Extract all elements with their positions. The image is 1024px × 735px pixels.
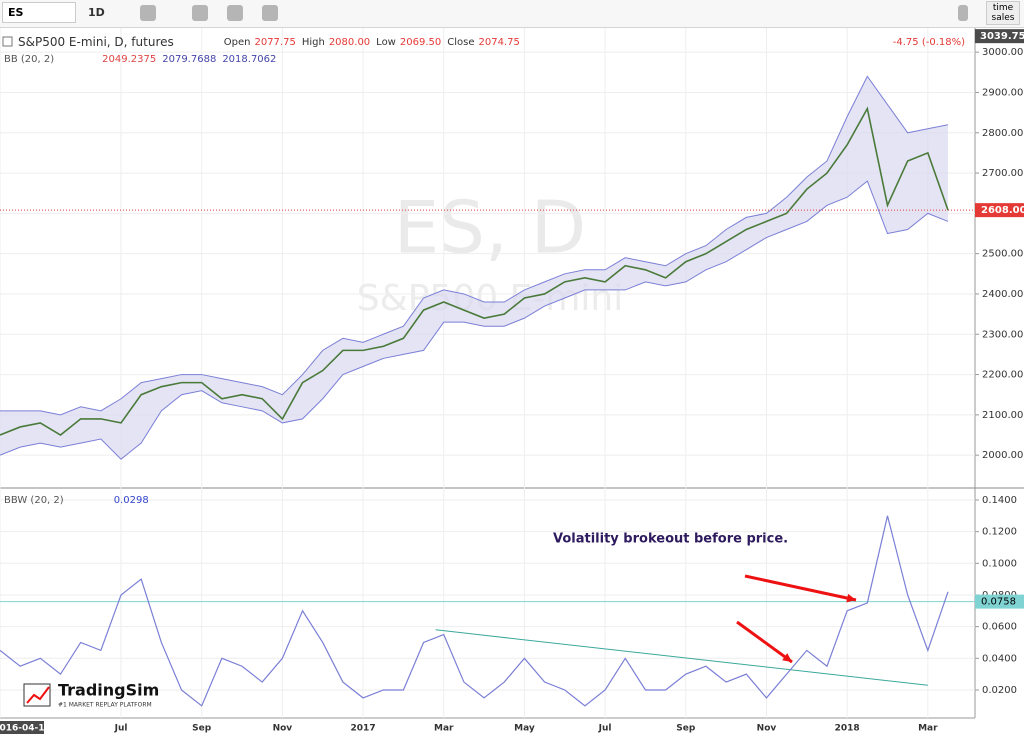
x-tick-label: 2018 bbox=[835, 724, 860, 734]
band-line bbox=[0, 180, 949, 460]
y-tick-label: 2500.00 bbox=[982, 249, 1023, 260]
y-tick-label: 0.0600 bbox=[982, 622, 1017, 633]
y-tick-label: 2300.00 bbox=[982, 329, 1023, 340]
legend-text: BBW (20, 2) bbox=[4, 495, 64, 506]
bbw-line bbox=[0, 515, 949, 707]
y-tick-label: 0.1400 bbox=[982, 495, 1017, 506]
x-tick-label: Sep bbox=[192, 724, 212, 734]
settings-icon[interactable] bbox=[192, 5, 208, 21]
x-tick-label: Mar bbox=[434, 724, 454, 734]
x-tick-label: 2017 bbox=[351, 724, 376, 734]
y-tick-label: 2800.00 bbox=[982, 128, 1023, 139]
x-tick-label: 2016-04-15 bbox=[0, 724, 51, 734]
x-tick-label: Sep bbox=[676, 724, 696, 734]
watermark: ES, D bbox=[394, 186, 586, 270]
y-tick-label: 3000.00 bbox=[982, 47, 1023, 58]
legend-text: Low bbox=[376, 37, 396, 48]
legend-text: High bbox=[302, 37, 325, 48]
x-tick-label: Jul bbox=[114, 724, 128, 734]
y-tick-label: 2400.00 bbox=[982, 289, 1023, 300]
logo-tagline: #1 MARKET REPLAY PLATFORM bbox=[58, 702, 152, 709]
legend-text: BB (20, 2) bbox=[4, 54, 54, 65]
legend-text: 2018.7062 bbox=[222, 54, 276, 65]
date-box bbox=[0, 721, 44, 734]
band-fill bbox=[0, 76, 948, 460]
indicators-icon[interactable] bbox=[227, 5, 243, 21]
interval-button[interactable]: 1D bbox=[88, 6, 105, 19]
y-tick-label: 0.1200 bbox=[982, 527, 1017, 538]
y-tick-label: 2700.00 bbox=[982, 168, 1023, 179]
last-price-label: 2608.00 bbox=[981, 205, 1024, 216]
band-line bbox=[0, 75, 949, 416]
level-label: 0.0758 bbox=[981, 597, 1016, 608]
x-tick-label: Nov bbox=[757, 724, 777, 734]
logo-name: TradingSim bbox=[58, 681, 159, 700]
time-sales-button[interactable]: time sales bbox=[986, 1, 1020, 25]
compare-icon[interactable] bbox=[262, 5, 278, 21]
y-tick-label: 0.0200 bbox=[982, 685, 1017, 696]
top-price-box bbox=[975, 29, 1024, 44]
price-line bbox=[0, 106, 949, 436]
y-tick-label: 2000.00 bbox=[982, 450, 1023, 461]
legend-text: S&P500 E-mini, D, futures bbox=[18, 35, 174, 49]
bbw-legend: BBW (20, 2) 0.0298 bbox=[4, 495, 149, 506]
change-label: -4.75 (-0.18%) bbox=[893, 37, 965, 48]
symbol-input[interactable]: ES bbox=[2, 2, 76, 23]
chart-type-icon[interactable] bbox=[140, 5, 156, 21]
y-tick-label: 0.0400 bbox=[982, 653, 1017, 664]
top-price-label: 3039.75 bbox=[980, 31, 1024, 42]
chart: ES, DS&P500 E-mini2000.002100.002200.002… bbox=[0, 28, 1024, 735]
y-tick-label: 2200.00 bbox=[982, 370, 1023, 381]
legend-text: 2074.75 bbox=[478, 37, 519, 48]
last-price-box bbox=[975, 203, 1024, 218]
legend-text: 2079.7688 bbox=[162, 54, 216, 65]
legend-text: 2049.2375 bbox=[102, 54, 156, 65]
x-tick-label: Nov bbox=[273, 724, 293, 734]
legend-text: 2077.75 bbox=[254, 37, 295, 48]
x-tick-label: May bbox=[514, 724, 535, 734]
collapse-icon bbox=[2, 36, 13, 47]
arrow-head bbox=[782, 653, 792, 662]
y-tick-label: 2900.00 bbox=[982, 87, 1023, 98]
legend-text: Open bbox=[224, 37, 251, 48]
legend-text: 0.0298 bbox=[114, 495, 149, 506]
y-tick-label: 0.1000 bbox=[982, 558, 1017, 569]
arrow bbox=[736, 620, 793, 664]
level-box bbox=[975, 594, 1024, 609]
y-tick-label: 2100.00 bbox=[982, 410, 1023, 421]
x-tick-label: Mar bbox=[918, 724, 938, 734]
arrow bbox=[744, 574, 857, 602]
x-tick-label: Jul bbox=[598, 724, 612, 734]
trendline bbox=[435, 629, 928, 686]
legend-text: 2080.00 bbox=[329, 37, 370, 48]
link-icon[interactable] bbox=[958, 5, 968, 21]
bb-legend: BB (20, 2) 2049.2375 2079.7688 2018.7062 bbox=[4, 54, 276, 65]
toolbar: ES 1D time sales bbox=[0, 0, 1024, 28]
annotation: Volatility brokeout before price. bbox=[553, 532, 788, 547]
chart-legend: S&P500 E-mini, D, futures Open 2077.75 High… bbox=[18, 35, 520, 49]
arrow-head bbox=[846, 593, 856, 603]
legend-text: Close bbox=[447, 37, 474, 48]
legend-text: 2069.50 bbox=[400, 37, 441, 48]
logo-arrow bbox=[26, 686, 50, 704]
